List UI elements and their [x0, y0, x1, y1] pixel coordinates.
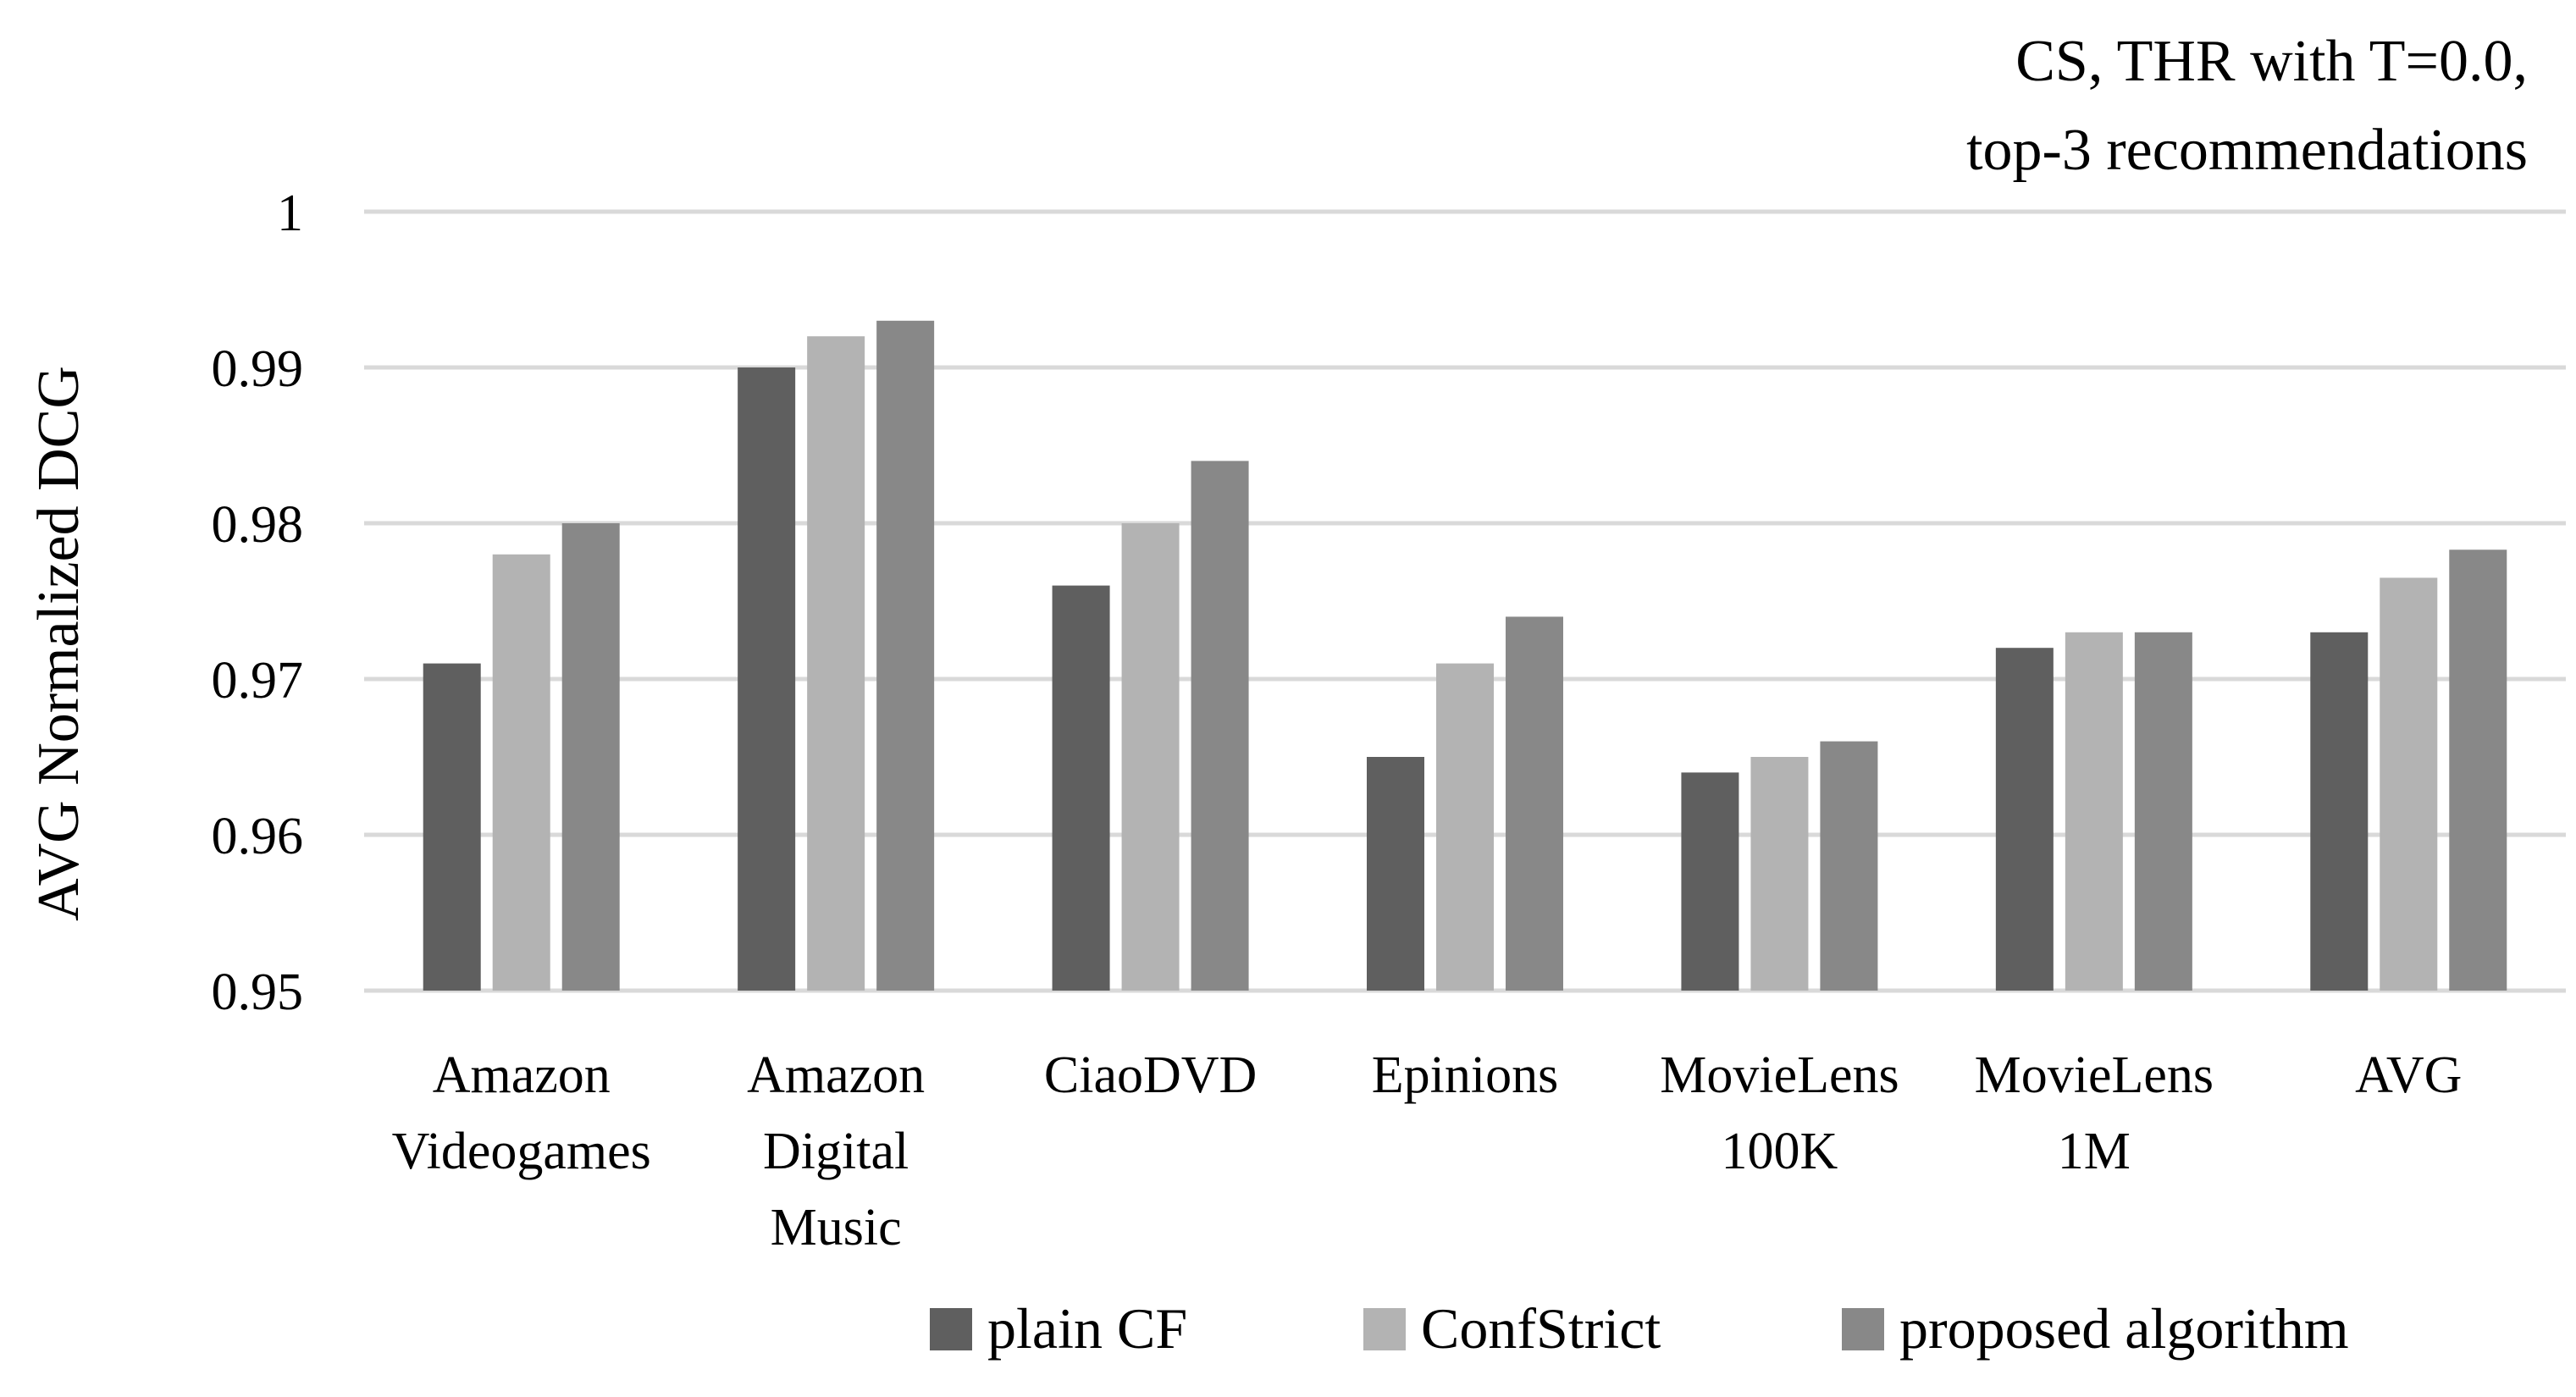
bar-proposed-algorithm-6 [2449, 549, 2507, 991]
legend-label-2: proposed algorithm [1899, 1296, 2349, 1361]
y-tick-label-4: 0.99 [212, 340, 304, 398]
bar-plain-cf-2 [1052, 585, 1110, 991]
bar-confstrict-0 [492, 554, 550, 991]
category-label-5-0: MovieLens [1975, 1046, 2214, 1104]
category-label-1-0: Amazon [747, 1046, 925, 1104]
category-label-1-1: Digital [763, 1123, 909, 1180]
y-tick-label-3: 0.98 [212, 496, 304, 554]
bar-confstrict-2 [1121, 523, 1180, 991]
legend-swatch-0 [930, 1308, 972, 1350]
bar-plain-cf-1 [738, 367, 796, 991]
bar-proposed-algorithm-2 [1191, 461, 1249, 991]
category-label-6-0: AVG [2355, 1046, 2462, 1104]
category-label-4-0: MovieLens [1660, 1046, 1899, 1104]
category-label-4-1: 100K [1722, 1123, 1838, 1180]
y-tick-label-0: 0.95 [212, 964, 304, 1021]
bar-proposed-algorithm-1 [876, 320, 935, 991]
legend-label-0: plain CF [987, 1296, 1187, 1361]
chart-title-line-1: CS, THR with T=0.0, [2015, 29, 2528, 94]
category-label-1-2: Music [771, 1199, 902, 1256]
bar-proposed-algorithm-5 [2134, 632, 2192, 991]
bar-confstrict-3 [1436, 663, 1494, 991]
bar-plain-cf-4 [1681, 772, 1739, 991]
chart-title-line-2: top-3 recommendations [1966, 118, 2528, 183]
y-tick-label-2: 0.97 [212, 652, 304, 710]
category-label-5-1: 1M [2058, 1123, 2131, 1180]
category-label-3-0: Epinions [1372, 1046, 1558, 1104]
bar-plain-cf-0 [423, 663, 481, 991]
category-label-0-1: Videogames [392, 1123, 651, 1180]
legend-swatch-1 [1363, 1308, 1406, 1350]
bar-plain-cf-5 [1995, 648, 2054, 991]
legend: plain CF ConfStrict proposed algorithm [930, 1296, 2349, 1361]
category-labels: Amazon Videogames Amazon Digital Music CiaoDV… [392, 1046, 2463, 1256]
bar-confstrict-1 [807, 336, 865, 991]
y-tick-label-5: 1 [277, 185, 303, 242]
bar-proposed-algorithm-4 [1820, 741, 1878, 991]
bar-proposed-algorithm-3 [1506, 616, 1563, 991]
bars [423, 320, 2507, 991]
category-label-0-0: Amazon [433, 1046, 611, 1104]
bar-confstrict-5 [2065, 632, 2123, 991]
bar-proposed-algorithm-0 [561, 523, 620, 991]
y-tick-labels: 0.95 0.96 0.97 0.98 0.99 1 [212, 185, 304, 1021]
y-axis-title: AVG Normalized DCG [26, 366, 91, 921]
bar-plain-cf-3 [1367, 757, 1424, 991]
legend-swatch-2 [1842, 1308, 1884, 1350]
y-tick-label-1: 0.96 [212, 808, 304, 865]
bar-confstrict-6 [2380, 577, 2438, 991]
legend-label-1: ConfStrict [1421, 1296, 1661, 1361]
bar-confstrict-4 [1750, 757, 1809, 991]
category-label-2-0: CiaoDVD [1044, 1046, 1257, 1104]
bar-plain-cf-6 [2310, 632, 2369, 991]
